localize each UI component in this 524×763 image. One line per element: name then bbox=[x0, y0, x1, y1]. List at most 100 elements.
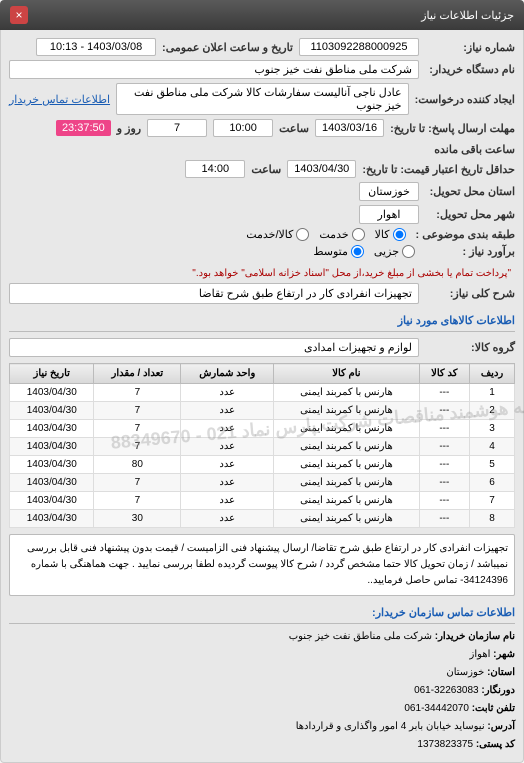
announce-value: 1403/03/08 - 10:13 bbox=[36, 38, 156, 56]
radio-medium[interactable]: متوسط bbox=[313, 245, 364, 258]
table-cell: 4 bbox=[470, 438, 515, 456]
radio-service[interactable]: خدمت bbox=[319, 228, 364, 241]
reply-time: 10:00 bbox=[213, 119, 273, 137]
quote-time: 14:00 bbox=[185, 160, 245, 178]
contact-phone: 34442070-061 bbox=[404, 703, 469, 714]
table-cell: 8 bbox=[470, 510, 515, 528]
contact-address: نیوساید خیابان بابر 4 امور واگذاری و قرا… bbox=[296, 721, 485, 732]
table-row[interactable]: 4---هارنس با کمربند ایمنیعدد71403/04/30 bbox=[10, 438, 515, 456]
table-cell: 1403/04/30 bbox=[10, 474, 94, 492]
footer-note: تجهیزات انفرادی کار در ارتفاع طبق شرح تق… bbox=[9, 534, 515, 596]
days-value: 7 bbox=[147, 119, 207, 137]
table-row[interactable]: 8---هارنس با کمربند ایمنیعدد301403/04/30 bbox=[10, 510, 515, 528]
table-cell: 7 bbox=[94, 402, 181, 420]
contact-org: شرکت ملی مناطق نفت خیز جنوب bbox=[289, 631, 432, 642]
need-note: "پرداخت تمام یا بخشی از مبلغ خرید،از محل… bbox=[192, 268, 511, 279]
contact-city-label: شهر: bbox=[493, 649, 515, 660]
table-cell: عدد bbox=[181, 438, 274, 456]
table-cell: 5 bbox=[470, 456, 515, 474]
table-row[interactable]: 7---هارنس با کمربند ایمنیعدد71403/04/30 bbox=[10, 492, 515, 510]
table-header: ردیف bbox=[470, 364, 515, 384]
contact-postal-label: کد پستی: bbox=[476, 739, 515, 750]
quote-date: 1403/04/30 bbox=[287, 160, 356, 178]
table-header: تاریخ نیاز bbox=[10, 364, 94, 384]
goods-table-wrap: سامانه هوشمند مناقصات شرکت پارس نماد 021… bbox=[9, 363, 515, 528]
table-cell: --- bbox=[419, 492, 469, 510]
goods-group-label: گروه کالا: bbox=[425, 341, 515, 354]
table-cell: عدد bbox=[181, 492, 274, 510]
req-no-label: شماره نیاز: bbox=[425, 41, 515, 54]
table-cell: --- bbox=[419, 384, 469, 402]
table-cell: هارنس با کمربند ایمنی bbox=[274, 456, 419, 474]
table-cell: 7 bbox=[94, 384, 181, 402]
requester-label: ایجاد کننده درخواست: bbox=[415, 93, 515, 106]
table-cell: 7 bbox=[94, 474, 181, 492]
reply-date: 1403/03/16 bbox=[315, 119, 384, 137]
countdown: 23:37:50 bbox=[56, 120, 111, 136]
table-cell: 7 bbox=[94, 492, 181, 510]
table-cell: عدد bbox=[181, 456, 274, 474]
dialog-title: جزئیات اطلاعات نیاز bbox=[421, 9, 514, 22]
table-cell: --- bbox=[419, 420, 469, 438]
table-header: تعداد / مقدار bbox=[94, 364, 181, 384]
table-row[interactable]: 5---هارنس با کمربند ایمنیعدد801403/04/30 bbox=[10, 456, 515, 474]
table-cell: هارنس با کمربند ایمنی bbox=[274, 438, 419, 456]
buyer-value: شرکت ملی مناطق نفت خیز جنوب bbox=[9, 60, 419, 79]
contact-address-label: آدرس: bbox=[487, 721, 515, 732]
table-cell: 1403/04/30 bbox=[10, 420, 94, 438]
quote-time-label: ساعت bbox=[251, 163, 281, 176]
table-cell: 1403/04/30 bbox=[10, 456, 94, 474]
req-no-value: 1103092288000925 bbox=[299, 38, 419, 56]
contact-org-label: نام سازمان خریدار: bbox=[435, 631, 515, 642]
class-label: طبقه بندی موضوعی : bbox=[416, 228, 515, 241]
table-cell: 3 bbox=[470, 420, 515, 438]
goods-table: ردیفکد کالانام کالاواحد شمارشتعداد / مقد… bbox=[9, 363, 515, 528]
table-cell: 30 bbox=[94, 510, 181, 528]
contact-province-label: استان: bbox=[487, 667, 515, 678]
radio-goods[interactable]: کالا bbox=[375, 228, 406, 241]
table-cell: 7 bbox=[94, 420, 181, 438]
table-cell: 1403/04/30 bbox=[10, 438, 94, 456]
reply-until-label: مهلت ارسال پاسخ: تا تاریخ: bbox=[390, 122, 515, 135]
table-cell: 1 bbox=[470, 384, 515, 402]
radio-small[interactable]: جزیی bbox=[374, 245, 415, 258]
contact-body: نام سازمان خریدار: شرکت ملی مناطق نفت خی… bbox=[9, 628, 515, 754]
table-cell: 1403/04/30 bbox=[10, 384, 94, 402]
table-cell: 6 bbox=[470, 474, 515, 492]
table-row[interactable]: 6---هارنس با کمربند ایمنیعدد71403/04/30 bbox=[10, 474, 515, 492]
days-label: روز و bbox=[117, 122, 141, 135]
table-cell: 7 bbox=[94, 438, 181, 456]
table-cell: عدد bbox=[181, 474, 274, 492]
table-cell: هارنس با کمربند ایمنی bbox=[274, 402, 419, 420]
table-row[interactable]: 3---هارنس با کمربند ایمنیعدد71403/04/30 bbox=[10, 420, 515, 438]
table-cell: 80 bbox=[94, 456, 181, 474]
radio-both[interactable]: کالا/خدمت bbox=[246, 228, 309, 241]
buyer-label: نام دستگاه خریدار: bbox=[425, 63, 515, 76]
reply-time-label: ساعت bbox=[279, 122, 309, 135]
main-desc-label: شرح کلی نیاز: bbox=[425, 287, 515, 300]
province-label: استان محل تحویل: bbox=[425, 185, 515, 198]
table-cell: هارنس با کمربند ایمنی bbox=[274, 474, 419, 492]
table-cell: هارنس با کمربند ایمنی bbox=[274, 492, 419, 510]
goods-section-title: اطلاعات کالاهای مورد نیاز bbox=[9, 310, 515, 332]
close-button[interactable]: × bbox=[10, 6, 28, 24]
table-header: کد کالا bbox=[419, 364, 469, 384]
goods-group: لوازم و تجهیزات امدادی bbox=[9, 338, 419, 357]
city-label: شهر محل تحویل: bbox=[425, 208, 515, 221]
table-cell: --- bbox=[419, 474, 469, 492]
table-cell: هارنس با کمربند ایمنی bbox=[274, 510, 419, 528]
contact-province: خوزستان bbox=[446, 667, 484, 678]
table-cell: عدد bbox=[181, 510, 274, 528]
table-row[interactable]: 2---هارنس با کمربند ایمنیعدد71403/04/30 bbox=[10, 402, 515, 420]
table-cell: عدد bbox=[181, 402, 274, 420]
table-cell: --- bbox=[419, 456, 469, 474]
city-value: اهوار bbox=[359, 205, 419, 224]
table-cell: 1403/04/30 bbox=[10, 510, 94, 528]
table-header: نام کالا bbox=[274, 364, 419, 384]
table-header: واحد شمارش bbox=[181, 364, 274, 384]
table-cell: 2 bbox=[470, 402, 515, 420]
table-cell: 1403/04/30 bbox=[10, 492, 94, 510]
contact-fax-label: دورنگار: bbox=[481, 685, 515, 696]
contact-link[interactable]: اطلاعات تماس خریدار bbox=[9, 93, 110, 106]
table-row[interactable]: 1---هارنس با کمربند ایمنیعدد71403/04/30 bbox=[10, 384, 515, 402]
